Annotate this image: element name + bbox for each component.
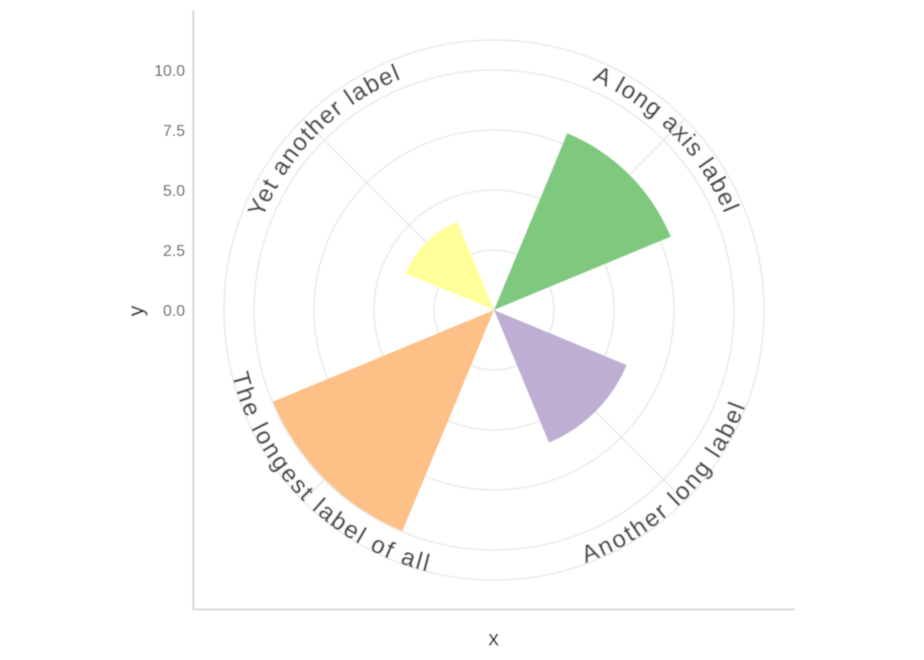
svg-text:x: x [488,627,499,651]
svg-text:10.0: 10.0 [154,63,185,80]
svg-text:2.5: 2.5 [163,243,185,260]
svg-text:7.5: 7.5 [163,123,185,140]
svg-text:0.0: 0.0 [163,303,185,320]
svg-text:y: y [124,305,148,316]
svg-text:5.0: 5.0 [163,183,185,200]
